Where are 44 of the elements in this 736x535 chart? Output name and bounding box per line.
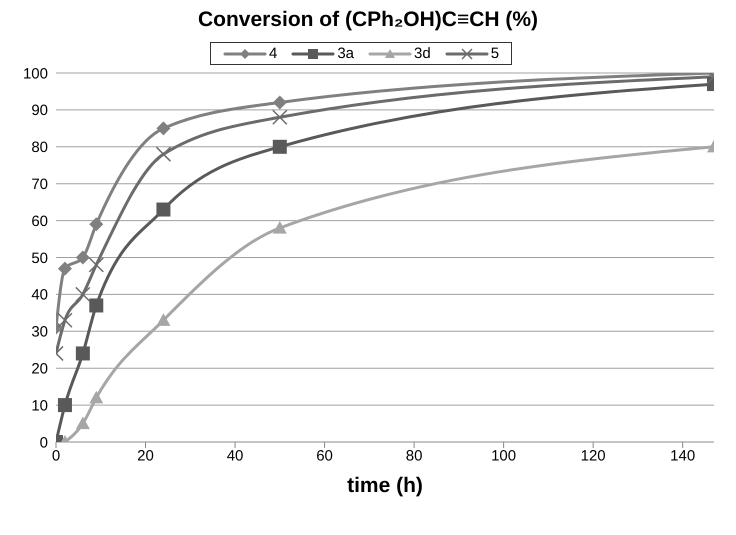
legend-label: 5 [490,45,500,62]
legend-label: 3a [337,45,354,62]
x-tick-label: 80 [406,448,422,465]
point [88,257,104,273]
x-tick-label: 20 [137,448,154,465]
point [76,416,90,430]
point [156,146,172,162]
point [156,202,170,217]
point [272,220,287,234]
x-tick-label: 140 [670,448,696,465]
x-tick-label: 100 [491,448,516,465]
point [272,96,287,110]
y-tick-label: 90 [31,102,48,120]
legend-label: 3d [414,45,431,62]
point [75,286,91,302]
point [76,346,90,360]
chart-title: Conversion of (CPh₂OH)C≡CH (%) [198,8,538,31]
y-tick-label: 80 [31,139,48,156]
x-axis-title: time (h) [347,474,423,497]
x-tick-label: 120 [580,448,606,465]
y-tick-label: 20 [31,360,48,378]
point [272,110,288,126]
y-tick-label: 50 [31,250,48,267]
x-tick-label: 40 [226,448,244,465]
point [89,390,104,404]
point [89,217,104,232]
y-tick-label: 100 [22,65,48,82]
x-tick-label: 60 [316,448,333,465]
point [76,250,90,264]
point [58,262,72,276]
point [58,398,72,412]
point [156,121,170,136]
y-tick-label: 0 [40,434,48,452]
legend-label: 4 [268,45,278,62]
y-tick-label: 10 [31,397,48,414]
point [156,313,170,326]
point [272,140,287,154]
point [57,312,73,328]
x-tick-label: 0 [52,448,60,465]
y-tick-label: 40 [31,286,48,304]
point [89,298,104,312]
y-tick-label: 60 [31,212,48,230]
y-tick-label: 70 [31,176,48,194]
y-tick-label: 30 [31,324,48,341]
